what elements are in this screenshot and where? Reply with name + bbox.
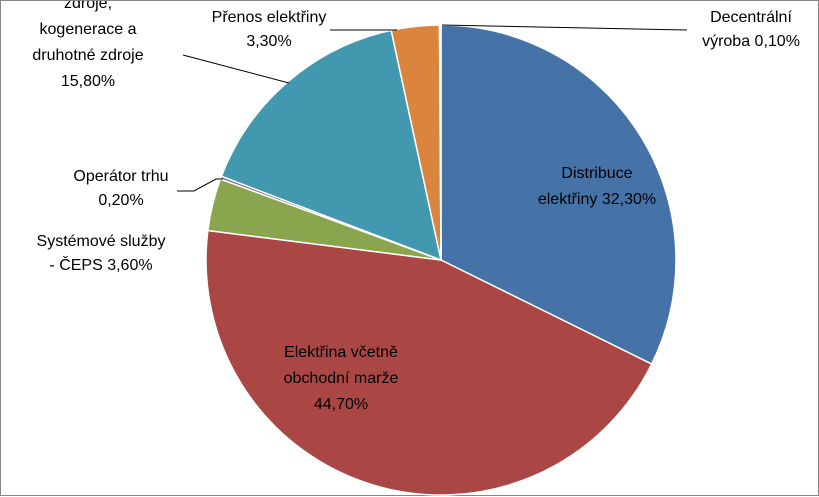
data-label-7-line-1: Decentrální bbox=[710, 9, 792, 26]
data-label-5-line-4: druhotné zdroje bbox=[32, 47, 143, 64]
data-label-1-line-2: elektřiny 32,30% bbox=[538, 191, 656, 208]
data-label-2-line-1: Elektřina včetně bbox=[284, 344, 398, 361]
data-label-5-line-3: kogenerace a bbox=[40, 21, 137, 38]
data-label-5-line-5: 15,80% bbox=[61, 73, 115, 90]
data-label-6-line-1: Přenos elektřiny bbox=[212, 9, 327, 26]
data-label-2-line-2: obchodní marže bbox=[284, 370, 399, 387]
data-label-4-line-1: Operátor trhu bbox=[73, 168, 168, 185]
pie-slice-7 bbox=[438, 24, 442, 261]
data-label-4-line-2: 0,20% bbox=[98, 192, 143, 209]
data-label-3-line-2: - ČEPS 3,60% bbox=[49, 255, 152, 274]
leader-line-4 bbox=[177, 178, 223, 192]
data-label-3-line-1: Systémové služby bbox=[37, 233, 166, 250]
pie-slice-2 bbox=[205, 229, 653, 496]
data-label-6-line-2: 3,30% bbox=[246, 33, 291, 50]
data-label-5-line-2: zdroje, bbox=[64, 1, 112, 12]
pie-slice-1 bbox=[440, 24, 677, 365]
pie-slice-5 bbox=[220, 29, 442, 261]
leader-line-5 bbox=[182, 54, 290, 84]
leader-line-7 bbox=[441, 24, 688, 31]
data-label-1-line-1: Distribuce bbox=[561, 165, 632, 182]
data-label-2-line-3: 44,70% bbox=[314, 396, 368, 413]
data-label-7-line-2: výroba 0,10% bbox=[702, 33, 800, 50]
